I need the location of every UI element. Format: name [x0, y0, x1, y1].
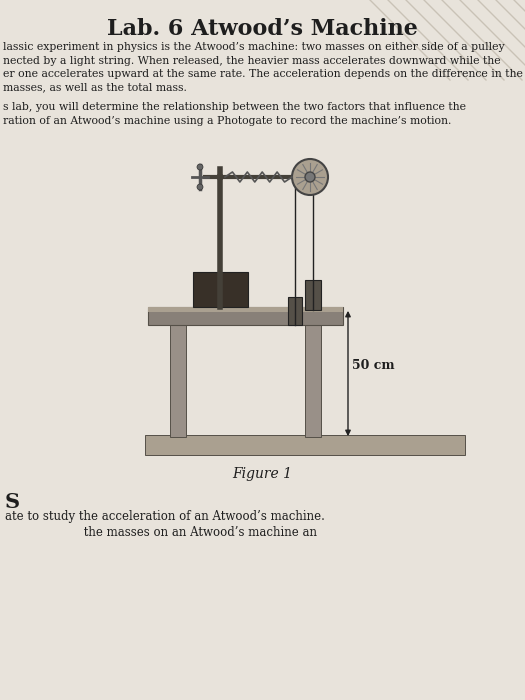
- Bar: [193, 272, 248, 307]
- Text: the masses on an Atwood’s machine an: the masses on an Atwood’s machine an: [5, 526, 317, 539]
- Circle shape: [197, 184, 203, 190]
- Text: lassic experiment in physics is the Atwood’s machine: two masses on either side : lassic experiment in physics is the Atwo…: [3, 42, 505, 52]
- Text: Lab. 6 Atwood’s Machine: Lab. 6 Atwood’s Machine: [107, 18, 417, 40]
- Bar: [305, 280, 321, 310]
- Text: 50 cm: 50 cm: [352, 359, 395, 372]
- Bar: [170, 323, 186, 437]
- Bar: [145, 435, 465, 455]
- Text: ate to study the acceleration of an Atwood’s machine.: ate to study the acceleration of an Atwo…: [5, 510, 325, 523]
- Text: Figure 1: Figure 1: [232, 467, 292, 481]
- Circle shape: [197, 164, 203, 170]
- Bar: [305, 323, 321, 437]
- Text: ration of an Atwood’s machine using a Photogate to record the machine’s motion.: ration of an Atwood’s machine using a Ph…: [3, 116, 451, 125]
- Text: nected by a light string. When released, the heavier mass accelerates downward w: nected by a light string. When released,…: [3, 55, 501, 66]
- Text: S: S: [5, 492, 20, 512]
- Bar: [288, 297, 302, 325]
- Bar: [148, 307, 343, 325]
- Text: masses, as well as the total mass.: masses, as well as the total mass.: [3, 83, 187, 92]
- Circle shape: [305, 172, 315, 182]
- Text: er one accelerates upward at the same rate. The acceleration depends on the diff: er one accelerates upward at the same ra…: [3, 69, 523, 79]
- Circle shape: [292, 159, 328, 195]
- Bar: [148, 307, 343, 312]
- Text: s lab, you will determine the relationship between the two factors that influenc: s lab, you will determine the relationsh…: [3, 102, 466, 112]
